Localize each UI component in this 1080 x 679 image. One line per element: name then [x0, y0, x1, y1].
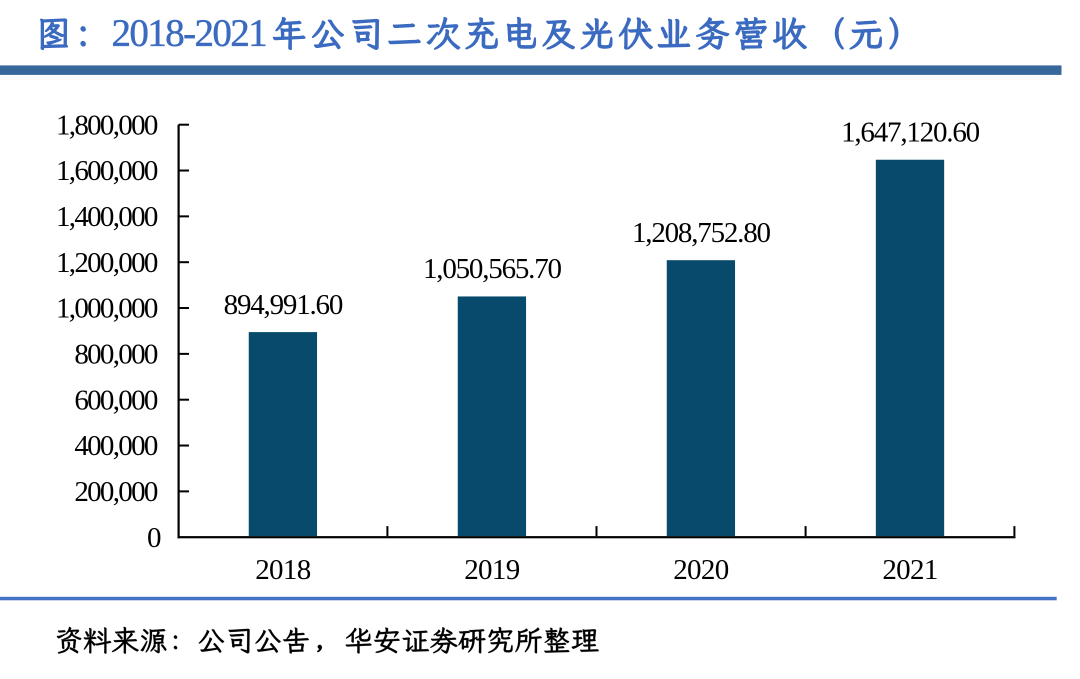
svg-text:1,050,565.70: 1,050,565.70 [423, 253, 562, 285]
svg-text:2019: 2019 [464, 554, 520, 586]
svg-text:1,000,000: 1,000,000 [56, 293, 158, 325]
svg-text:894,991.60: 894,991.60 [224, 289, 343, 321]
svg-text:1,600,000: 1,600,000 [56, 155, 158, 187]
svg-text:2018: 2018 [255, 554, 311, 586]
svg-text:1,400,000: 1,400,000 [56, 201, 158, 233]
svg-text:200,000: 200,000 [74, 476, 158, 508]
svg-text:400,000: 400,000 [74, 430, 158, 462]
svg-text:0: 0 [147, 522, 161, 554]
svg-text:600,000: 600,000 [74, 384, 158, 416]
svg-text:1,208,752.80: 1,208,752.80 [632, 217, 771, 249]
svg-text:2020: 2020 [673, 554, 729, 586]
svg-text:1,800,000: 1,800,000 [56, 109, 158, 141]
svg-text:2021: 2021 [882, 554, 937, 586]
svg-text:1,200,000: 1,200,000 [56, 247, 158, 279]
svg-text:800,000: 800,000 [74, 338, 158, 370]
svg-text:1,647,120.60: 1,647,120.60 [841, 116, 980, 148]
